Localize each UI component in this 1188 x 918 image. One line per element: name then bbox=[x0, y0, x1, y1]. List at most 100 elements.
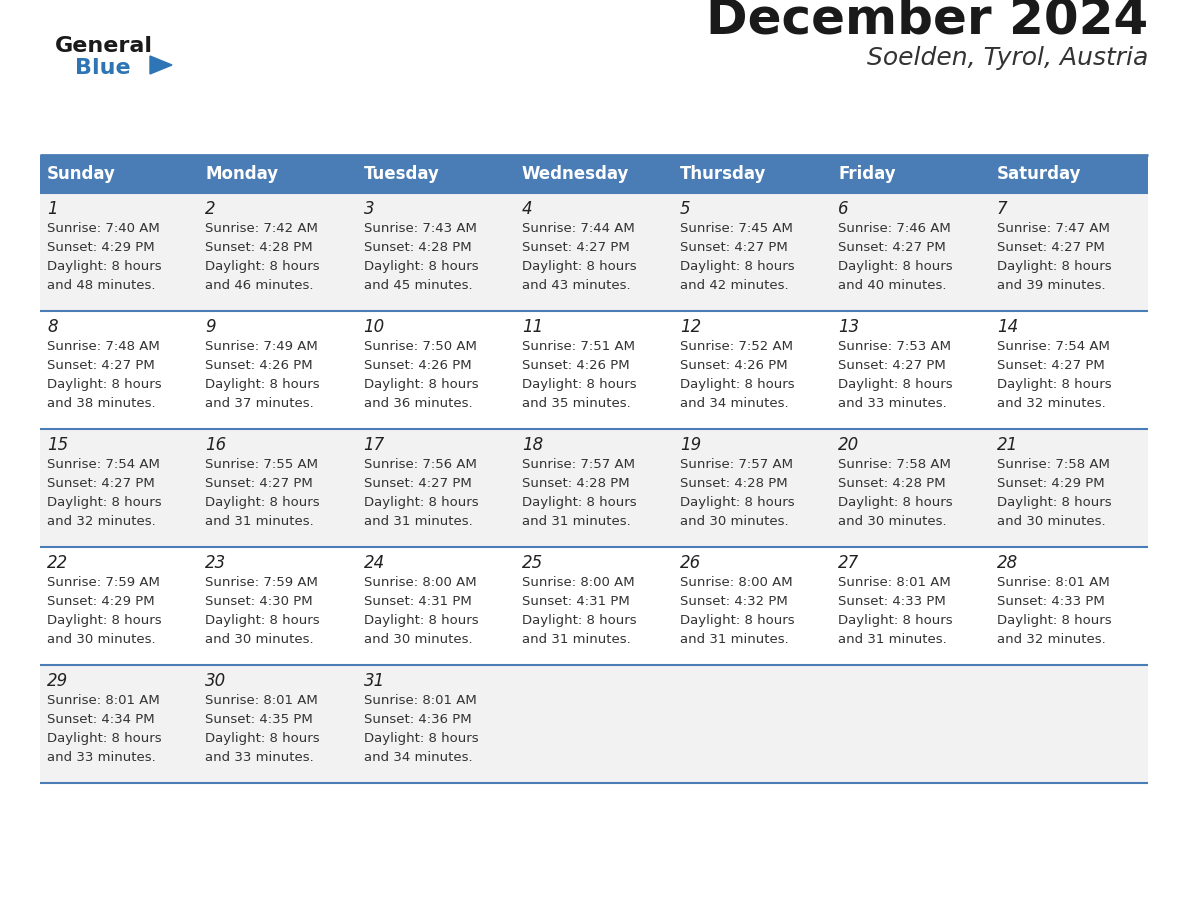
Text: Monday: Monday bbox=[206, 165, 278, 183]
Bar bbox=[40, 311, 1148, 429]
Text: Daylight: 8 hours: Daylight: 8 hours bbox=[206, 614, 320, 627]
Text: Sunrise: 8:00 AM: Sunrise: 8:00 AM bbox=[681, 576, 792, 589]
Text: Sunset: 4:32 PM: Sunset: 4:32 PM bbox=[681, 595, 788, 608]
Text: Sunset: 4:27 PM: Sunset: 4:27 PM bbox=[997, 241, 1105, 254]
Text: Sunrise: 8:01 AM: Sunrise: 8:01 AM bbox=[206, 694, 318, 707]
Text: Sunset: 4:26 PM: Sunset: 4:26 PM bbox=[522, 359, 630, 372]
Text: Sunset: 4:34 PM: Sunset: 4:34 PM bbox=[48, 713, 154, 726]
Text: Sunrise: 7:56 AM: Sunrise: 7:56 AM bbox=[364, 458, 476, 471]
Text: 16: 16 bbox=[206, 436, 227, 454]
Text: Daylight: 8 hours: Daylight: 8 hours bbox=[364, 732, 479, 745]
Text: and 30 minutes.: and 30 minutes. bbox=[364, 633, 472, 646]
Text: Sunrise: 8:01 AM: Sunrise: 8:01 AM bbox=[48, 694, 159, 707]
Text: 10: 10 bbox=[364, 318, 385, 336]
Bar bbox=[40, 547, 1148, 665]
Text: and 46 minutes.: and 46 minutes. bbox=[206, 279, 314, 292]
Text: 21: 21 bbox=[997, 436, 1018, 454]
Text: Daylight: 8 hours: Daylight: 8 hours bbox=[997, 496, 1111, 509]
Text: Sunrise: 7:53 AM: Sunrise: 7:53 AM bbox=[839, 340, 952, 353]
Text: Sunset: 4:26 PM: Sunset: 4:26 PM bbox=[364, 359, 472, 372]
Text: Daylight: 8 hours: Daylight: 8 hours bbox=[48, 496, 162, 509]
Text: Daylight: 8 hours: Daylight: 8 hours bbox=[364, 496, 479, 509]
Text: 5: 5 bbox=[681, 200, 690, 218]
Text: Daylight: 8 hours: Daylight: 8 hours bbox=[997, 614, 1111, 627]
Text: Daylight: 8 hours: Daylight: 8 hours bbox=[681, 378, 795, 391]
Text: Wednesday: Wednesday bbox=[522, 165, 630, 183]
Text: and 35 minutes.: and 35 minutes. bbox=[522, 397, 631, 410]
Text: Sunrise: 7:59 AM: Sunrise: 7:59 AM bbox=[206, 576, 318, 589]
Text: 6: 6 bbox=[839, 200, 849, 218]
Text: Sunset: 4:27 PM: Sunset: 4:27 PM bbox=[364, 477, 472, 490]
Text: 7: 7 bbox=[997, 200, 1007, 218]
Text: and 30 minutes.: and 30 minutes. bbox=[48, 633, 156, 646]
Text: and 38 minutes.: and 38 minutes. bbox=[48, 397, 156, 410]
Text: 28: 28 bbox=[997, 554, 1018, 572]
Text: Sunrise: 7:40 AM: Sunrise: 7:40 AM bbox=[48, 222, 159, 235]
Text: 29: 29 bbox=[48, 672, 68, 690]
Text: 26: 26 bbox=[681, 554, 701, 572]
Text: 20: 20 bbox=[839, 436, 860, 454]
Text: General: General bbox=[55, 36, 153, 56]
Text: and 30 minutes.: and 30 minutes. bbox=[206, 633, 314, 646]
Text: Sunrise: 7:55 AM: Sunrise: 7:55 AM bbox=[206, 458, 318, 471]
Text: 23: 23 bbox=[206, 554, 227, 572]
Text: Sunrise: 7:54 AM: Sunrise: 7:54 AM bbox=[997, 340, 1110, 353]
Text: Sunset: 4:27 PM: Sunset: 4:27 PM bbox=[997, 359, 1105, 372]
Text: Sunrise: 7:54 AM: Sunrise: 7:54 AM bbox=[48, 458, 160, 471]
Text: and 30 minutes.: and 30 minutes. bbox=[681, 515, 789, 528]
Text: Daylight: 8 hours: Daylight: 8 hours bbox=[48, 260, 162, 273]
Text: 1: 1 bbox=[48, 200, 58, 218]
Text: and 34 minutes.: and 34 minutes. bbox=[364, 751, 472, 764]
Text: Daylight: 8 hours: Daylight: 8 hours bbox=[997, 260, 1111, 273]
Text: Daylight: 8 hours: Daylight: 8 hours bbox=[206, 496, 320, 509]
Text: Daylight: 8 hours: Daylight: 8 hours bbox=[681, 614, 795, 627]
Text: Daylight: 8 hours: Daylight: 8 hours bbox=[48, 732, 162, 745]
Text: Daylight: 8 hours: Daylight: 8 hours bbox=[206, 378, 320, 391]
Text: and 36 minutes.: and 36 minutes. bbox=[364, 397, 472, 410]
Text: Sunrise: 7:50 AM: Sunrise: 7:50 AM bbox=[364, 340, 476, 353]
Text: Thursday: Thursday bbox=[681, 165, 766, 183]
Bar bbox=[40, 193, 1148, 311]
Text: Daylight: 8 hours: Daylight: 8 hours bbox=[522, 614, 637, 627]
Text: Sunset: 4:31 PM: Sunset: 4:31 PM bbox=[364, 595, 472, 608]
Text: and 31 minutes.: and 31 minutes. bbox=[522, 633, 631, 646]
Text: and 31 minutes.: and 31 minutes. bbox=[206, 515, 314, 528]
Text: Sunrise: 7:42 AM: Sunrise: 7:42 AM bbox=[206, 222, 318, 235]
Text: Sunset: 4:26 PM: Sunset: 4:26 PM bbox=[681, 359, 788, 372]
Text: 15: 15 bbox=[48, 436, 68, 454]
Text: 3: 3 bbox=[364, 200, 374, 218]
Text: Sunset: 4:27 PM: Sunset: 4:27 PM bbox=[681, 241, 788, 254]
Text: Sunrise: 8:00 AM: Sunrise: 8:00 AM bbox=[522, 576, 634, 589]
Text: Sunrise: 7:58 AM: Sunrise: 7:58 AM bbox=[997, 458, 1110, 471]
Text: Sunrise: 7:47 AM: Sunrise: 7:47 AM bbox=[997, 222, 1110, 235]
Text: Daylight: 8 hours: Daylight: 8 hours bbox=[681, 496, 795, 509]
Text: Sunset: 4:28 PM: Sunset: 4:28 PM bbox=[681, 477, 788, 490]
Text: 27: 27 bbox=[839, 554, 860, 572]
Text: 13: 13 bbox=[839, 318, 860, 336]
Text: and 32 minutes.: and 32 minutes. bbox=[48, 515, 156, 528]
Text: Daylight: 8 hours: Daylight: 8 hours bbox=[48, 378, 162, 391]
Text: Sunrise: 7:57 AM: Sunrise: 7:57 AM bbox=[681, 458, 794, 471]
Text: Daylight: 8 hours: Daylight: 8 hours bbox=[206, 732, 320, 745]
Text: Sunrise: 8:01 AM: Sunrise: 8:01 AM bbox=[839, 576, 952, 589]
Text: and 31 minutes.: and 31 minutes. bbox=[364, 515, 473, 528]
Text: and 37 minutes.: and 37 minutes. bbox=[206, 397, 314, 410]
Text: Sunrise: 7:49 AM: Sunrise: 7:49 AM bbox=[206, 340, 318, 353]
Text: 31: 31 bbox=[364, 672, 385, 690]
Text: and 42 minutes.: and 42 minutes. bbox=[681, 279, 789, 292]
Text: Sunset: 4:31 PM: Sunset: 4:31 PM bbox=[522, 595, 630, 608]
Text: and 30 minutes.: and 30 minutes. bbox=[997, 515, 1105, 528]
Text: Sunrise: 7:45 AM: Sunrise: 7:45 AM bbox=[681, 222, 794, 235]
Text: December 2024: December 2024 bbox=[706, 0, 1148, 43]
Text: 30: 30 bbox=[206, 672, 227, 690]
Text: Sunset: 4:29 PM: Sunset: 4:29 PM bbox=[997, 477, 1105, 490]
Text: and 33 minutes.: and 33 minutes. bbox=[839, 397, 947, 410]
Bar bbox=[40, 155, 1148, 193]
Text: Sunrise: 7:46 AM: Sunrise: 7:46 AM bbox=[839, 222, 952, 235]
Text: Daylight: 8 hours: Daylight: 8 hours bbox=[522, 496, 637, 509]
Text: Daylight: 8 hours: Daylight: 8 hours bbox=[364, 614, 479, 627]
Text: Sunset: 4:28 PM: Sunset: 4:28 PM bbox=[206, 241, 312, 254]
Text: 8: 8 bbox=[48, 318, 58, 336]
Text: Daylight: 8 hours: Daylight: 8 hours bbox=[522, 378, 637, 391]
Text: and 33 minutes.: and 33 minutes. bbox=[48, 751, 156, 764]
